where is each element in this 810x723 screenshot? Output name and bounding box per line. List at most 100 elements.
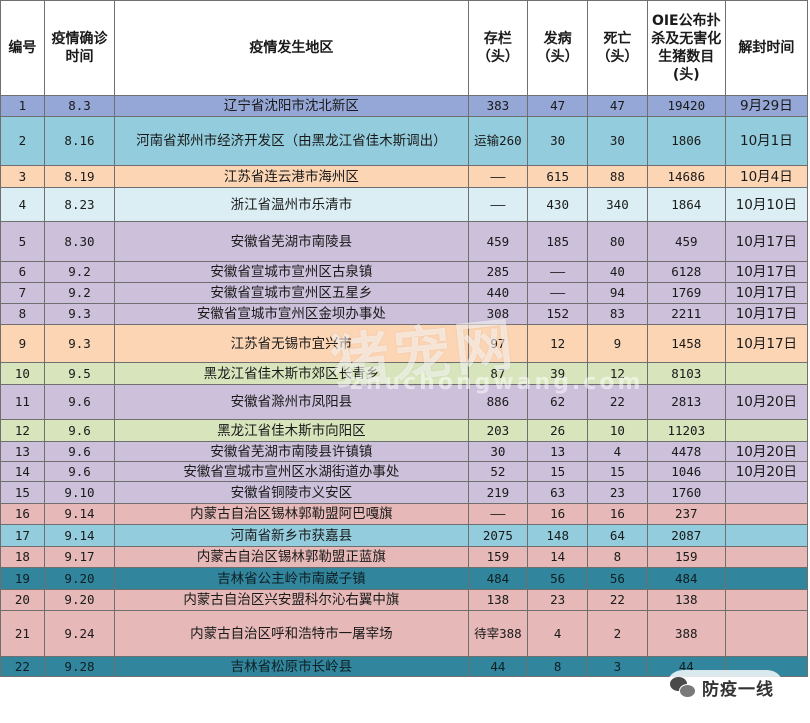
cell-no: 15: [0, 481, 45, 504]
cell-unlock: [724, 567, 809, 590]
cell-culled: 484: [646, 567, 726, 590]
cell-unlock: [724, 481, 809, 504]
cell-date: 8.3: [43, 95, 116, 117]
cell-region: 吉林省松原市长岭县: [114, 656, 469, 677]
cell-no: 16: [0, 503, 45, 525]
cell-no: 9: [0, 324, 45, 363]
cell-dead: 80: [587, 221, 648, 262]
cell-date: 8.30: [43, 221, 116, 262]
cell-no: 17: [0, 524, 45, 547]
cell-stock: 285: [467, 261, 529, 283]
cell-date: 9.3: [43, 324, 116, 363]
cell-stock: 运输260: [467, 116, 529, 166]
epidemic-table: 编号 疫情确诊时间 疫情发生地区 存栏（头） 发病（头） 死亡（头） OIE公布…: [0, 0, 809, 677]
cell-dead: 2: [587, 610, 648, 657]
cell-date: 8.19: [43, 165, 116, 188]
table-row: 11 9.6 安徽省滁州市凤阳县 886 62 22 2813 10月20日: [0, 384, 809, 420]
table-row: 9 9.3 江苏省无锡市宜兴市 97 12 9 1458 10月17日: [0, 324, 809, 363]
cell-no: 12: [0, 419, 45, 442]
cell-dead: 56: [587, 567, 648, 590]
cell-date: 9.6: [43, 419, 116, 442]
source-badge-text: 防疫一线: [702, 679, 774, 700]
table-row: 15 9.10 安徽省铜陵市义安区 219 63 23 1760: [0, 481, 809, 504]
table-row: 22 9.28 吉林省松原市长岭县 44 8 3 44: [0, 656, 809, 677]
table-row: 16 9.14 内蒙古自治区锡林郭勒盟阿巴嘎旗 —— 16 16 237: [0, 503, 809, 525]
cell-culled: 1864: [646, 187, 726, 222]
header-stock: 存栏（头）: [467, 0, 529, 96]
header-dead: 死亡（头）: [587, 0, 648, 96]
cell-region: 安徽省芜湖市南陵县: [114, 221, 469, 262]
cell-stock: 97: [467, 324, 529, 363]
cell-sick: 4: [527, 610, 589, 657]
cell-stock: 459: [467, 221, 529, 262]
cell-date: 8.16: [43, 116, 116, 166]
cell-no: 14: [0, 461, 45, 482]
cell-region: 江苏省无锡市宜兴市: [114, 324, 469, 363]
source-badge: 防疫一线: [666, 670, 784, 704]
cell-region: 河南省新乡市获嘉县: [114, 524, 469, 547]
cell-stock: 440: [467, 282, 529, 304]
table-row: 20 9.20 内蒙古自治区兴安盟科尔沁右翼中旗 138 23 22 138: [0, 589, 809, 611]
cell-date: 9.20: [43, 589, 116, 611]
cell-date: 9.17: [43, 546, 116, 568]
cell-culled: 459: [646, 221, 726, 262]
table-row: 8 9.3 安徽省宣城市宣州区金坝办事处 308 152 83 2211 10月17日: [0, 303, 809, 325]
cell-dead: 30: [587, 116, 648, 166]
table-row: 14 9.6 安徽省宣城市宣州区水湖街道办事处 52 15 15 1046 10月20日: [0, 461, 809, 482]
table-row: 2 8.16 河南省郑州市经济开发区（由黑龙江省佳木斯调出） 运输260 30 30 180…: [0, 116, 809, 166]
cell-unlock: 10月17日: [724, 261, 809, 283]
cell-region: 安徽省宣城市宣州区古泉镇: [114, 261, 469, 283]
cell-dead: 23: [587, 481, 648, 504]
cell-sick: ——: [527, 261, 589, 283]
wechat-icon: [670, 674, 696, 700]
table-row: 13 9.6 安徽省芜湖市南陵县许镇镇 30 13 4 4478 10月20日: [0, 441, 809, 462]
cell-dead: 12: [587, 362, 648, 385]
cell-unlock: [724, 419, 809, 442]
header-no: 编号: [0, 0, 45, 96]
cell-stock: 886: [467, 384, 529, 420]
cell-stock: 138: [467, 589, 529, 611]
cell-unlock: 10月17日: [724, 221, 809, 262]
cell-dead: 88: [587, 165, 648, 188]
cell-region: 江苏省连云港市海州区: [114, 165, 469, 188]
cell-stock: 2075: [467, 524, 529, 547]
cell-unlock: 10月20日: [724, 461, 809, 482]
cell-sick: 63: [527, 481, 589, 504]
cell-stock: 30: [467, 441, 529, 462]
cell-sick: 12: [527, 324, 589, 363]
cell-dead: 340: [587, 187, 648, 222]
table-row: 18 9.17 内蒙古自治区锡林郭勒盟正蓝旗 159 14 8 159: [0, 546, 809, 568]
cell-region: 吉林省公主岭市南崴子镇: [114, 567, 469, 590]
cell-sick: 152: [527, 303, 589, 325]
cell-dead: 40: [587, 261, 648, 283]
cell-region: 辽宁省沈阳市沈北新区: [114, 95, 469, 117]
cell-dead: 10: [587, 419, 648, 442]
cell-stock: ——: [467, 187, 529, 222]
cell-culled: 11203: [646, 419, 726, 442]
table-body: 1 8.3 辽宁省沈阳市沈北新区 383 47 47 19420 9月29日 2 8.16 河南省郑…: [0, 95, 809, 677]
cell-date: 9.6: [43, 384, 116, 420]
header-confirm-time: 疫情确诊时间: [43, 0, 116, 96]
cell-culled: 4478: [646, 441, 726, 462]
cell-date: 9.14: [43, 503, 116, 525]
table-row: 19 9.20 吉林省公主岭市南崴子镇 484 56 56 484: [0, 567, 809, 590]
cell-unlock: 10月4日: [724, 165, 809, 188]
cell-no: 7: [0, 282, 45, 304]
cell-no: 3: [0, 165, 45, 188]
cell-stock: ——: [467, 503, 529, 525]
cell-culled: 1769: [646, 282, 726, 304]
cell-sick: 148: [527, 524, 589, 547]
cell-region: 浙江省温州市乐清市: [114, 187, 469, 222]
cell-no: 22: [0, 656, 45, 677]
cell-sick: 62: [527, 384, 589, 420]
cell-culled: 2087: [646, 524, 726, 547]
cell-dead: 22: [587, 589, 648, 611]
cell-date: 9.28: [43, 656, 116, 677]
cell-culled: 1046: [646, 461, 726, 482]
cell-dead: 94: [587, 282, 648, 304]
cell-culled: 8103: [646, 362, 726, 385]
header-unlock-time: 解封时间: [724, 0, 809, 96]
cell-sick: 23: [527, 589, 589, 611]
cell-date: 9.20: [43, 567, 116, 590]
table-row: 5 8.30 安徽省芜湖市南陵县 459 185 80 459 10月17日: [0, 221, 809, 262]
